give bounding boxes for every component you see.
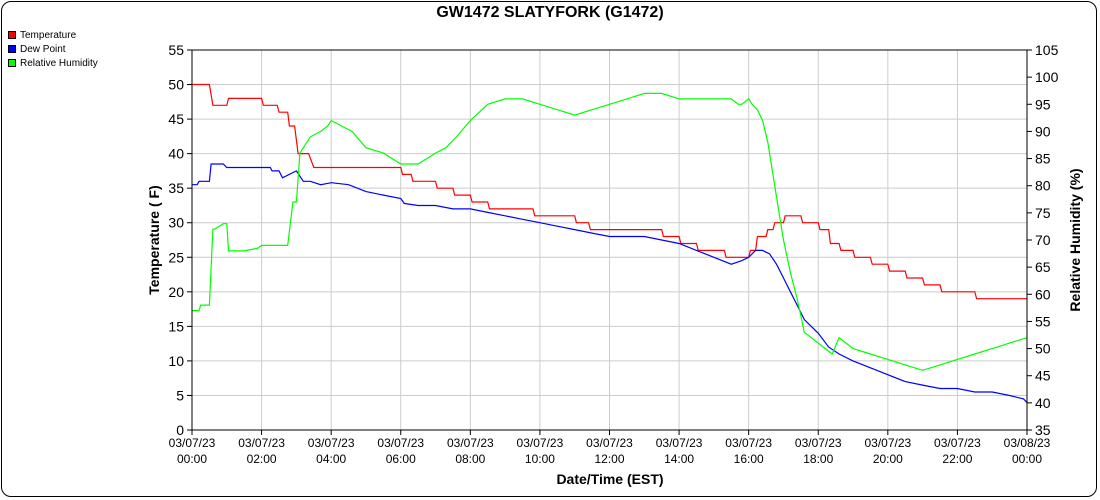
legend: Temperature Dew Point Relative Humidity [8,28,98,70]
x-tick-date: 03/07/23 [725,436,772,450]
y2-tick-label: 105 [1035,42,1059,58]
x-tick-date: 03/07/23 [656,436,703,450]
legend-item-relative-humidity: Relative Humidity [8,56,98,70]
y-axis-ticks: 0 5 10 15 20 25 30 35 40 45 50 55 [168,42,192,438]
x-tick-date: 03/07/23 [517,436,564,450]
grid [191,49,1028,431]
x-tick-date: 03/07/23 [934,436,981,450]
legend-item-dew-point: Dew Point [8,42,98,56]
y2-tick-label: 45 [1035,368,1051,384]
legend-swatch-temperature [8,31,16,39]
x-tick-time: 02:00 [247,452,277,466]
x-tick-time: 04:00 [316,452,346,466]
x-tick-date: 03/08/23 [1004,436,1051,450]
y-tick-label: 30 [168,215,184,231]
x-axis-ticks: 03/07/23 00:00 03/07/23 02:00 03/07/23 04:00 0… [169,430,1051,466]
y2-axis-ticks: 35 40 45 50 55 60 65 70 75 80 85 90 95 100 105 [1027,42,1059,438]
x-tick-time: 06:00 [386,452,416,466]
x-tick-date: 03/07/23 [377,436,424,450]
y2-tick-label: 95 [1035,96,1051,112]
legend-label-relative-humidity: Relative Humidity [20,57,98,69]
y-tick-label: 15 [168,318,184,334]
y-tick-label: 55 [168,42,184,58]
y2-tick-label: 65 [1035,259,1051,275]
y2-tick-label: 50 [1035,341,1051,357]
x-tick-date: 03/07/23 [795,436,842,450]
y-tick-label: 50 [168,77,184,93]
legend-item-temperature: Temperature [8,28,98,42]
x-tick-time: 16:00 [734,452,764,466]
x-tick-time: 10:00 [525,452,555,466]
x-axis-label: Date/Time (EST) [556,471,663,487]
y-tick-label: 35 [168,180,184,196]
legend-label-temperature: Temperature [20,29,77,41]
x-tick-time: 00:00 [177,452,207,466]
legend-swatch-relative-humidity [8,59,16,67]
x-tick-time: 18:00 [803,452,833,466]
y2-tick-label: 60 [1035,286,1051,302]
y-tick-label: 20 [168,284,184,300]
series-layer [192,83,1028,403]
x-tick-date: 03/07/23 [308,436,355,450]
legend-swatch-dew-point [8,45,16,53]
series-line-relative-humidity [192,92,1028,371]
x-tick-time: 14:00 [664,452,694,466]
y2-tick-label: 80 [1035,178,1051,194]
x-tick-date: 03/07/23 [169,436,216,450]
chart-title: GW1472 SLATYFORK (G1472) [436,4,664,21]
x-tick-date: 03/07/23 [238,436,285,450]
x-tick-time: 20:00 [873,452,903,466]
x-tick-time: 12:00 [594,452,624,466]
x-tick-time: 22:00 [942,452,972,466]
series-line-dew-point [192,163,1028,403]
series-line-temperature [192,83,1027,300]
y-tick-label: 5 [176,387,184,403]
y2-tick-label: 85 [1035,151,1051,167]
y2-tick-label: 55 [1035,313,1051,329]
y2-tick-label: 70 [1035,232,1051,248]
y-tick-label: 40 [168,146,184,162]
x-tick-time: 00:00 [1012,452,1042,466]
y2-tick-label: 40 [1035,395,1051,411]
y-axis-label: Temperature ( F) [146,185,162,294]
legend-label-dew-point: Dew Point [20,43,66,55]
x-tick-date: 03/07/23 [864,436,911,450]
x-tick-date: 03/07/23 [586,436,633,450]
y2-tick-label: 90 [1035,123,1051,139]
y-tick-label: 45 [168,111,184,127]
x-tick-time: 08:00 [455,452,485,466]
y-tick-label: 0 [176,422,184,438]
y-tick-label: 25 [168,249,184,265]
y2-tick-label: 75 [1035,205,1051,221]
x-tick-date: 03/07/23 [447,436,494,450]
y2-tick-label: 35 [1035,422,1051,438]
y2-axis-label: Relative Humidity (%) [1067,168,1083,311]
y-tick-label: 10 [168,353,184,369]
y2-tick-label: 100 [1035,69,1059,85]
